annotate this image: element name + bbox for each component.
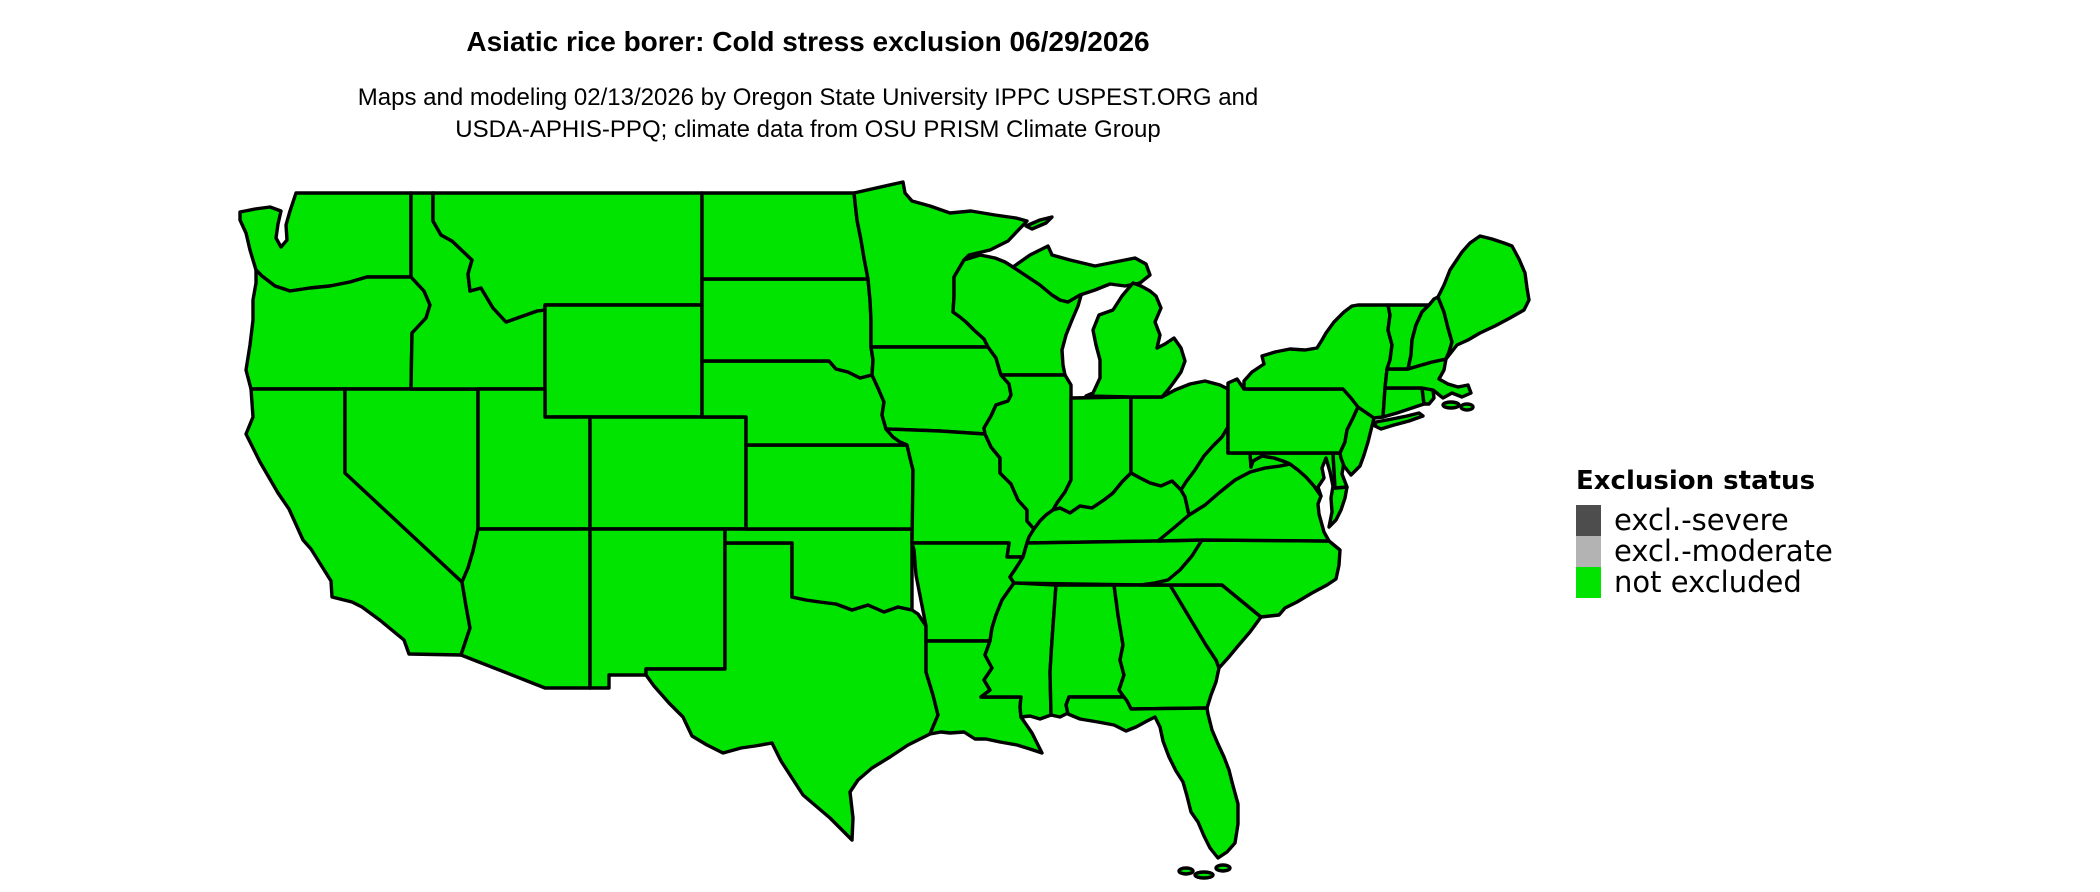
state-florida (1064, 695, 1240, 860)
legend-swatch-excl-moderate (1576, 536, 1601, 567)
legend-rows: excl.-severe excl.-moderate not excluded (1576, 505, 1833, 598)
legend-label-excl-moderate: excl.-moderate (1614, 534, 1833, 568)
states-layer (238, 180, 1531, 880)
island-nantucket (1459, 402, 1475, 412)
state-oklahoma (723, 527, 914, 614)
legend-swatch-not-excluded (1576, 567, 1601, 598)
state-michigan-upper-peninsula (1011, 244, 1152, 304)
page-subtitle: Maps and modeling 02/13/2026 by Oregon S… (0, 82, 1616, 146)
legend-row-excl-severe: excl.-severe (1576, 505, 1833, 536)
legend-row-not-excluded: not excluded (1576, 567, 1833, 598)
legend-label-excl-severe: excl.-severe (1614, 503, 1789, 537)
legend-title: Exclusion status (1576, 466, 1816, 496)
state-arizona (459, 527, 592, 690)
state-kansas (744, 443, 915, 531)
state-maryland (1248, 451, 1349, 529)
legend: Exclusion status excl.-severe excl.-mode… (1576, 466, 1833, 598)
state-new-york (1242, 303, 1394, 420)
island-marthas-vineyard (1441, 400, 1461, 410)
island-florida-keys-2 (1193, 870, 1215, 880)
legend-label-not-excluded: not excluded (1614, 565, 1802, 599)
page-title: Asiatic rice borer: Cold stress exclusio… (466, 26, 1150, 57)
state-colorado (588, 415, 748, 531)
island-isle-royale (1024, 215, 1054, 231)
state-maine (1436, 234, 1531, 361)
subtitle-line-2: USDA-APHIS-PPQ; climate data from OSU PR… (455, 116, 1161, 143)
legend-row-excl-moderate: excl.-moderate (1576, 536, 1833, 567)
island-long-island (1373, 411, 1425, 431)
state-oregon (244, 268, 432, 391)
state-new-jersey (1338, 405, 1376, 477)
state-north-dakota (700, 191, 870, 281)
state-michigan-lower-peninsula (1084, 281, 1187, 399)
state-wyoming (543, 303, 704, 419)
island-florida-keys-1 (1177, 866, 1195, 876)
legend-swatch-excl-severe (1576, 505, 1601, 536)
subtitle-line-1: Maps and modeling 02/13/2026 by Oregon S… (357, 84, 1259, 111)
island-florida-keys-3 (1214, 863, 1232, 873)
state-new-mexico (588, 527, 727, 690)
state-north-carolina (1139, 538, 1342, 619)
